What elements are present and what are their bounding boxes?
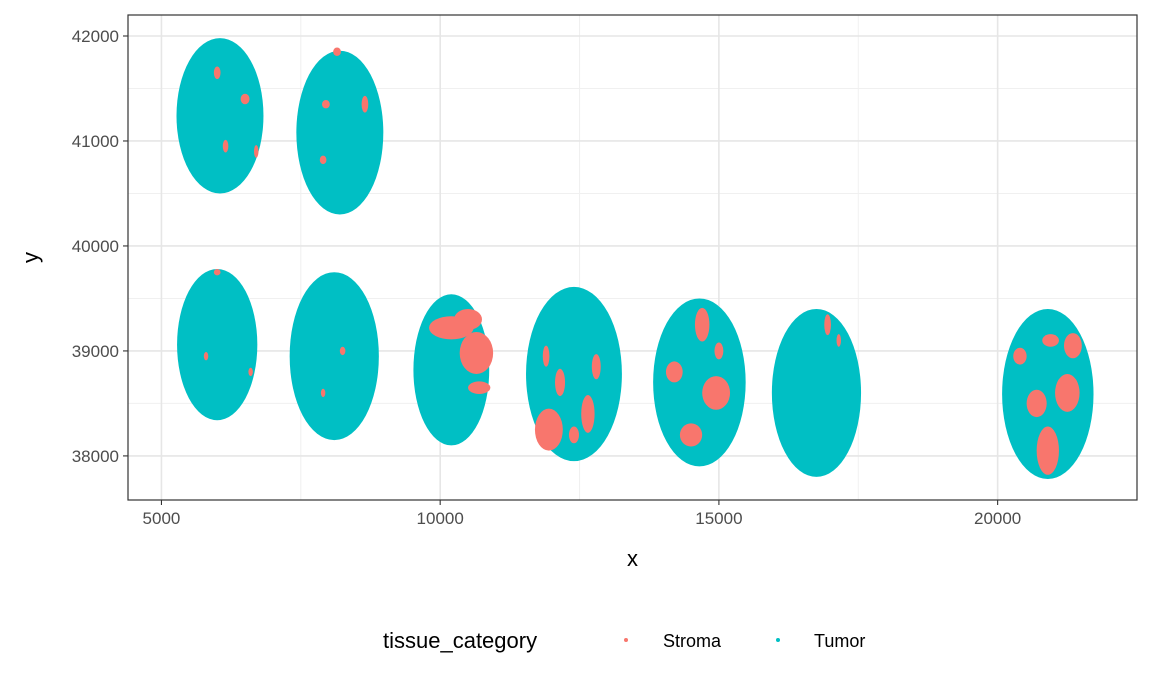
x-tick-label: 15000 <box>695 509 742 528</box>
tumor-cells <box>653 298 746 467</box>
panel-border <box>127 14 1138 501</box>
tissue-region <box>177 269 258 421</box>
tissue-region <box>1002 308 1094 480</box>
stroma-cells <box>454 308 482 330</box>
stroma-cells <box>714 342 724 360</box>
x-tick-label: 5000 <box>143 509 181 528</box>
y-tick-label: 38000 <box>72 447 119 466</box>
stroma-cells <box>459 332 494 375</box>
stroma-cells <box>1063 333 1082 359</box>
y-tick-label: 41000 <box>72 132 119 151</box>
tumor-cells <box>177 269 258 421</box>
stroma-cells <box>213 269 221 276</box>
legend: tissue_category Stroma Tumor <box>383 628 865 653</box>
stroma-cells <box>203 351 209 361</box>
stroma-cells <box>1013 347 1027 365</box>
stroma-cells <box>591 354 601 380</box>
tumor-cells <box>176 38 264 194</box>
legend-label-stroma: Stroma <box>663 631 722 651</box>
legend-label-tumor: Tumor <box>814 631 865 651</box>
stroma-cells <box>248 367 253 377</box>
legend-key-tumor <box>776 638 780 642</box>
stroma-cells <box>694 307 710 342</box>
stroma-cells <box>213 66 221 80</box>
x-axis-title: x <box>627 546 638 571</box>
stroma-cells <box>1036 426 1059 475</box>
stroma-cells <box>542 345 550 367</box>
stroma-cells <box>319 155 327 165</box>
stroma-cells <box>702 376 731 410</box>
stroma-cells <box>240 93 250 105</box>
x-tick-label: 20000 <box>974 509 1021 528</box>
grid <box>128 15 1137 500</box>
stroma-cells <box>568 426 579 444</box>
tissue-region <box>289 272 379 441</box>
stroma-cells <box>1026 389 1047 418</box>
stroma-cells <box>534 408 563 451</box>
stroma-cells <box>555 368 566 397</box>
stroma-cells <box>320 388 326 398</box>
tissue-region <box>413 294 494 446</box>
tissue-region <box>176 38 264 194</box>
stroma-cells <box>339 346 346 356</box>
scatter-points <box>176 38 1094 480</box>
y-tick-label: 42000 <box>72 27 119 46</box>
stroma-cells <box>824 314 831 336</box>
stroma-cells <box>581 395 595 433</box>
tissue-region <box>296 47 384 215</box>
stroma-cells <box>836 334 841 347</box>
tumor-cells <box>296 50 384 215</box>
stroma-cells <box>321 100 330 109</box>
stroma-cells <box>1042 334 1059 347</box>
tissue-region <box>771 308 862 477</box>
stroma-cells <box>679 423 703 447</box>
stroma-cells <box>253 145 259 158</box>
stroma-cells <box>333 47 341 56</box>
tissue-region <box>653 298 746 467</box>
stroma-cells <box>361 95 369 113</box>
y-tick-label: 39000 <box>72 342 119 361</box>
y-tick-label: 40000 <box>72 237 119 256</box>
legend-title: tissue_category <box>383 628 537 653</box>
x-tick-label: 10000 <box>417 509 464 528</box>
stroma-cells <box>1055 374 1080 412</box>
stroma-cells <box>665 361 683 383</box>
stroma-cells <box>468 381 491 394</box>
tumor-cells <box>289 272 379 441</box>
stroma-cells <box>222 139 229 153</box>
y-axis-title: y <box>18 252 43 263</box>
tissue-region <box>526 286 622 462</box>
legend-key-stroma <box>624 638 628 642</box>
tumor-cells <box>771 308 862 477</box>
axes: 5000 10000 15000 20000 38000 39000 40000 41000 4… <box>72 27 1022 528</box>
